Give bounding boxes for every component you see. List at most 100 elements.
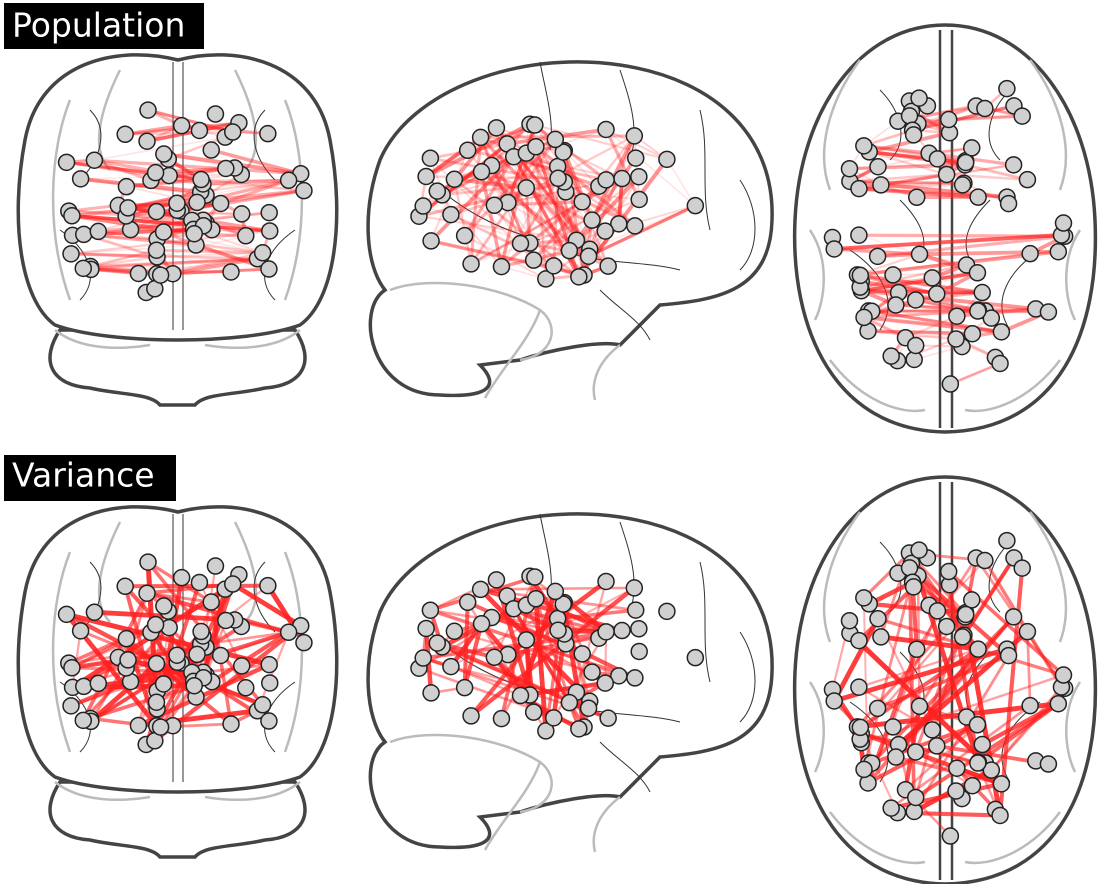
edge	[422, 205, 531, 244]
edge	[860, 271, 978, 289]
node	[906, 788, 925, 807]
edge	[220, 178, 290, 205]
node	[900, 107, 919, 125]
node	[968, 264, 987, 282]
node	[116, 125, 134, 144]
edge	[834, 233, 1062, 251]
node	[138, 132, 156, 150]
edge	[469, 137, 483, 265]
node	[168, 646, 186, 664]
node	[295, 181, 313, 200]
node	[956, 605, 975, 624]
node	[583, 663, 601, 681]
edge	[156, 248, 263, 255]
node	[260, 712, 278, 730]
edge	[529, 241, 589, 258]
node	[850, 631, 868, 650]
node	[237, 227, 255, 245]
edge	[868, 150, 966, 167]
node	[851, 718, 870, 737]
node	[910, 697, 929, 716]
node	[998, 531, 1016, 550]
node	[487, 571, 506, 589]
node	[1054, 666, 1073, 684]
node	[583, 211, 601, 229]
label-box	[4, 3, 204, 49]
edge	[534, 146, 548, 279]
edge	[534, 123, 668, 161]
node	[969, 188, 987, 206]
node	[422, 232, 440, 250]
node	[969, 640, 987, 658]
edge	[210, 630, 290, 684]
node	[138, 584, 156, 602]
edge	[66, 160, 156, 174]
edge	[147, 108, 234, 134]
node	[462, 255, 480, 273]
node	[151, 718, 170, 736]
axial-view	[792, 23, 1098, 434]
edge	[147, 108, 234, 134]
node	[217, 611, 235, 630]
node	[442, 657, 460, 676]
edge	[172, 267, 269, 276]
node	[1021, 696, 1039, 715]
node	[549, 621, 567, 640]
node	[119, 651, 137, 669]
node	[421, 601, 440, 619]
node	[597, 171, 615, 189]
edge	[463, 155, 516, 237]
node	[969, 754, 987, 772]
node	[976, 551, 994, 570]
edge	[858, 648, 979, 689]
edge	[495, 127, 510, 203]
edge	[915, 298, 979, 313]
node	[939, 110, 958, 129]
node	[517, 631, 536, 649]
node	[549, 169, 567, 188]
node	[421, 149, 440, 167]
edge	[949, 362, 1001, 386]
node	[260, 203, 278, 222]
edge	[525, 187, 578, 241]
edge	[464, 234, 547, 280]
node	[279, 623, 298, 642]
edge	[869, 150, 966, 165]
node	[596, 674, 615, 692]
edge	[425, 122, 531, 179]
node	[188, 193, 206, 212]
node	[155, 597, 173, 615]
edge	[463, 138, 557, 237]
edge	[146, 591, 212, 604]
node	[85, 603, 104, 621]
node	[851, 266, 870, 285]
edge	[417, 142, 509, 218]
edge	[905, 315, 958, 339]
node	[211, 194, 230, 213]
edge	[859, 263, 967, 289]
connectome	[57, 531, 1074, 845]
population-row: Population	[4, 3, 1098, 434]
node	[1013, 559, 1031, 577]
node	[626, 149, 645, 167]
node	[963, 139, 981, 157]
node	[527, 138, 545, 156]
edge	[83, 257, 258, 270]
edge	[581, 135, 636, 203]
node	[71, 170, 90, 188]
edge	[524, 187, 532, 244]
node	[192, 170, 210, 189]
node	[154, 223, 173, 241]
node	[855, 589, 873, 607]
edge	[506, 124, 537, 204]
node	[906, 291, 925, 309]
node	[910, 541, 928, 559]
node	[597, 572, 615, 591]
node	[147, 654, 166, 673]
node	[147, 202, 166, 221]
node	[232, 657, 251, 675]
node	[868, 699, 887, 718]
edge	[70, 252, 158, 259]
node	[211, 646, 230, 665]
